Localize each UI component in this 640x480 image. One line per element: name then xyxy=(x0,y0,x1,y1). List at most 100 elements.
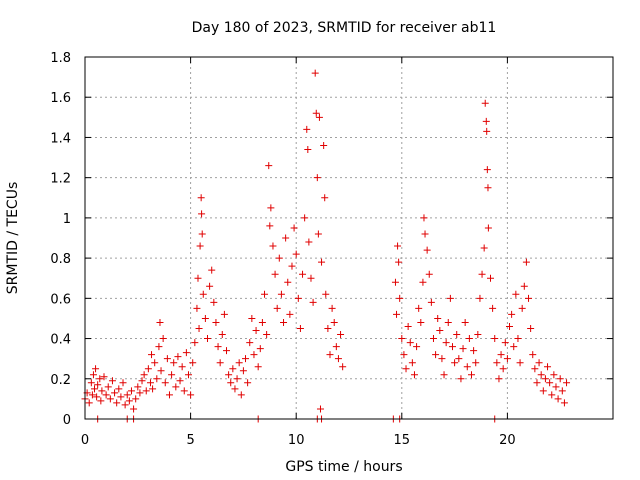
data-point xyxy=(332,343,340,351)
data-point xyxy=(465,335,473,343)
data-point xyxy=(113,399,121,407)
data-point xyxy=(560,399,568,407)
data-point xyxy=(453,331,461,339)
data-point xyxy=(552,383,560,391)
data-point xyxy=(417,318,425,326)
data-point xyxy=(303,125,311,133)
data-point xyxy=(305,238,313,246)
data-point xyxy=(546,379,554,387)
data-point xyxy=(334,355,342,363)
data-point xyxy=(478,270,486,278)
data-point xyxy=(92,365,100,373)
data-point xyxy=(294,294,302,302)
data-point xyxy=(140,371,148,379)
data-point xyxy=(491,335,499,343)
data-point xyxy=(531,365,539,373)
data-point xyxy=(394,242,402,250)
data-point xyxy=(206,282,214,290)
data-point xyxy=(132,395,140,403)
data-point xyxy=(406,339,414,347)
data-point xyxy=(284,278,292,286)
y-tick-label: 1.6 xyxy=(50,91,71,106)
data-point xyxy=(130,405,138,413)
data-point xyxy=(326,351,334,359)
data-point xyxy=(138,377,146,385)
data-point xyxy=(163,355,171,363)
data-point xyxy=(415,304,423,312)
data-point xyxy=(157,367,165,375)
data-point xyxy=(544,363,552,371)
data-point xyxy=(121,401,129,409)
y-tick-label: 1 xyxy=(63,212,71,227)
y-tick-label: 1.4 xyxy=(50,131,71,146)
y-tick-label: 0.8 xyxy=(50,252,71,267)
data-point xyxy=(119,379,127,387)
data-point xyxy=(229,365,237,373)
data-point xyxy=(258,318,266,326)
data-point xyxy=(263,331,271,339)
data-point xyxy=(239,367,247,375)
data-point xyxy=(558,387,566,395)
data-point xyxy=(413,343,421,351)
data-point xyxy=(267,204,275,212)
data-point xyxy=(395,258,403,266)
data-point xyxy=(85,399,93,407)
data-point xyxy=(184,371,192,379)
data-point xyxy=(153,375,161,383)
data-point xyxy=(304,146,312,154)
y-tick-label: 1.2 xyxy=(50,172,71,187)
data-point xyxy=(216,359,224,367)
data-point xyxy=(548,391,556,399)
data-point xyxy=(134,383,142,391)
data-point xyxy=(292,250,300,258)
data-point xyxy=(321,194,329,202)
data-point xyxy=(168,371,176,379)
data-point xyxy=(318,258,326,266)
data-point xyxy=(514,335,522,343)
data-point xyxy=(420,214,428,222)
data-point xyxy=(108,377,116,385)
data-point xyxy=(172,383,180,391)
data-point xyxy=(463,363,471,371)
data-point xyxy=(231,385,239,393)
data-point xyxy=(273,304,281,312)
data-point xyxy=(277,290,285,298)
data-point xyxy=(398,335,406,343)
data-point xyxy=(499,365,507,373)
data-point xyxy=(180,387,188,395)
data-point xyxy=(156,318,164,326)
data-point xyxy=(197,194,205,202)
data-point xyxy=(402,365,410,373)
data-point xyxy=(96,375,104,383)
x-tick-label: 0 xyxy=(81,433,89,448)
data-point xyxy=(235,359,243,367)
data-point xyxy=(187,391,195,399)
data-point xyxy=(563,379,571,387)
data-point xyxy=(328,304,336,312)
x-tick-label: 5 xyxy=(186,433,194,448)
data-point xyxy=(208,266,216,274)
data-point xyxy=(501,339,509,347)
data-point xyxy=(307,274,315,282)
data-point xyxy=(309,298,317,306)
data-point xyxy=(189,359,197,367)
data-point xyxy=(91,385,99,393)
data-point xyxy=(117,393,125,401)
data-point xyxy=(482,117,490,125)
data-point xyxy=(199,290,207,298)
data-point xyxy=(495,375,503,383)
data-point xyxy=(290,224,298,232)
data-point xyxy=(254,363,262,371)
data-point xyxy=(444,318,452,326)
data-point xyxy=(391,278,399,286)
data-point xyxy=(408,359,416,367)
data-point xyxy=(320,141,328,149)
data-point xyxy=(93,393,101,401)
data-point xyxy=(212,318,220,326)
data-point xyxy=(250,351,258,359)
data-point xyxy=(535,359,543,367)
data-point xyxy=(246,339,254,347)
data-point xyxy=(324,325,332,332)
data-point xyxy=(146,379,154,387)
